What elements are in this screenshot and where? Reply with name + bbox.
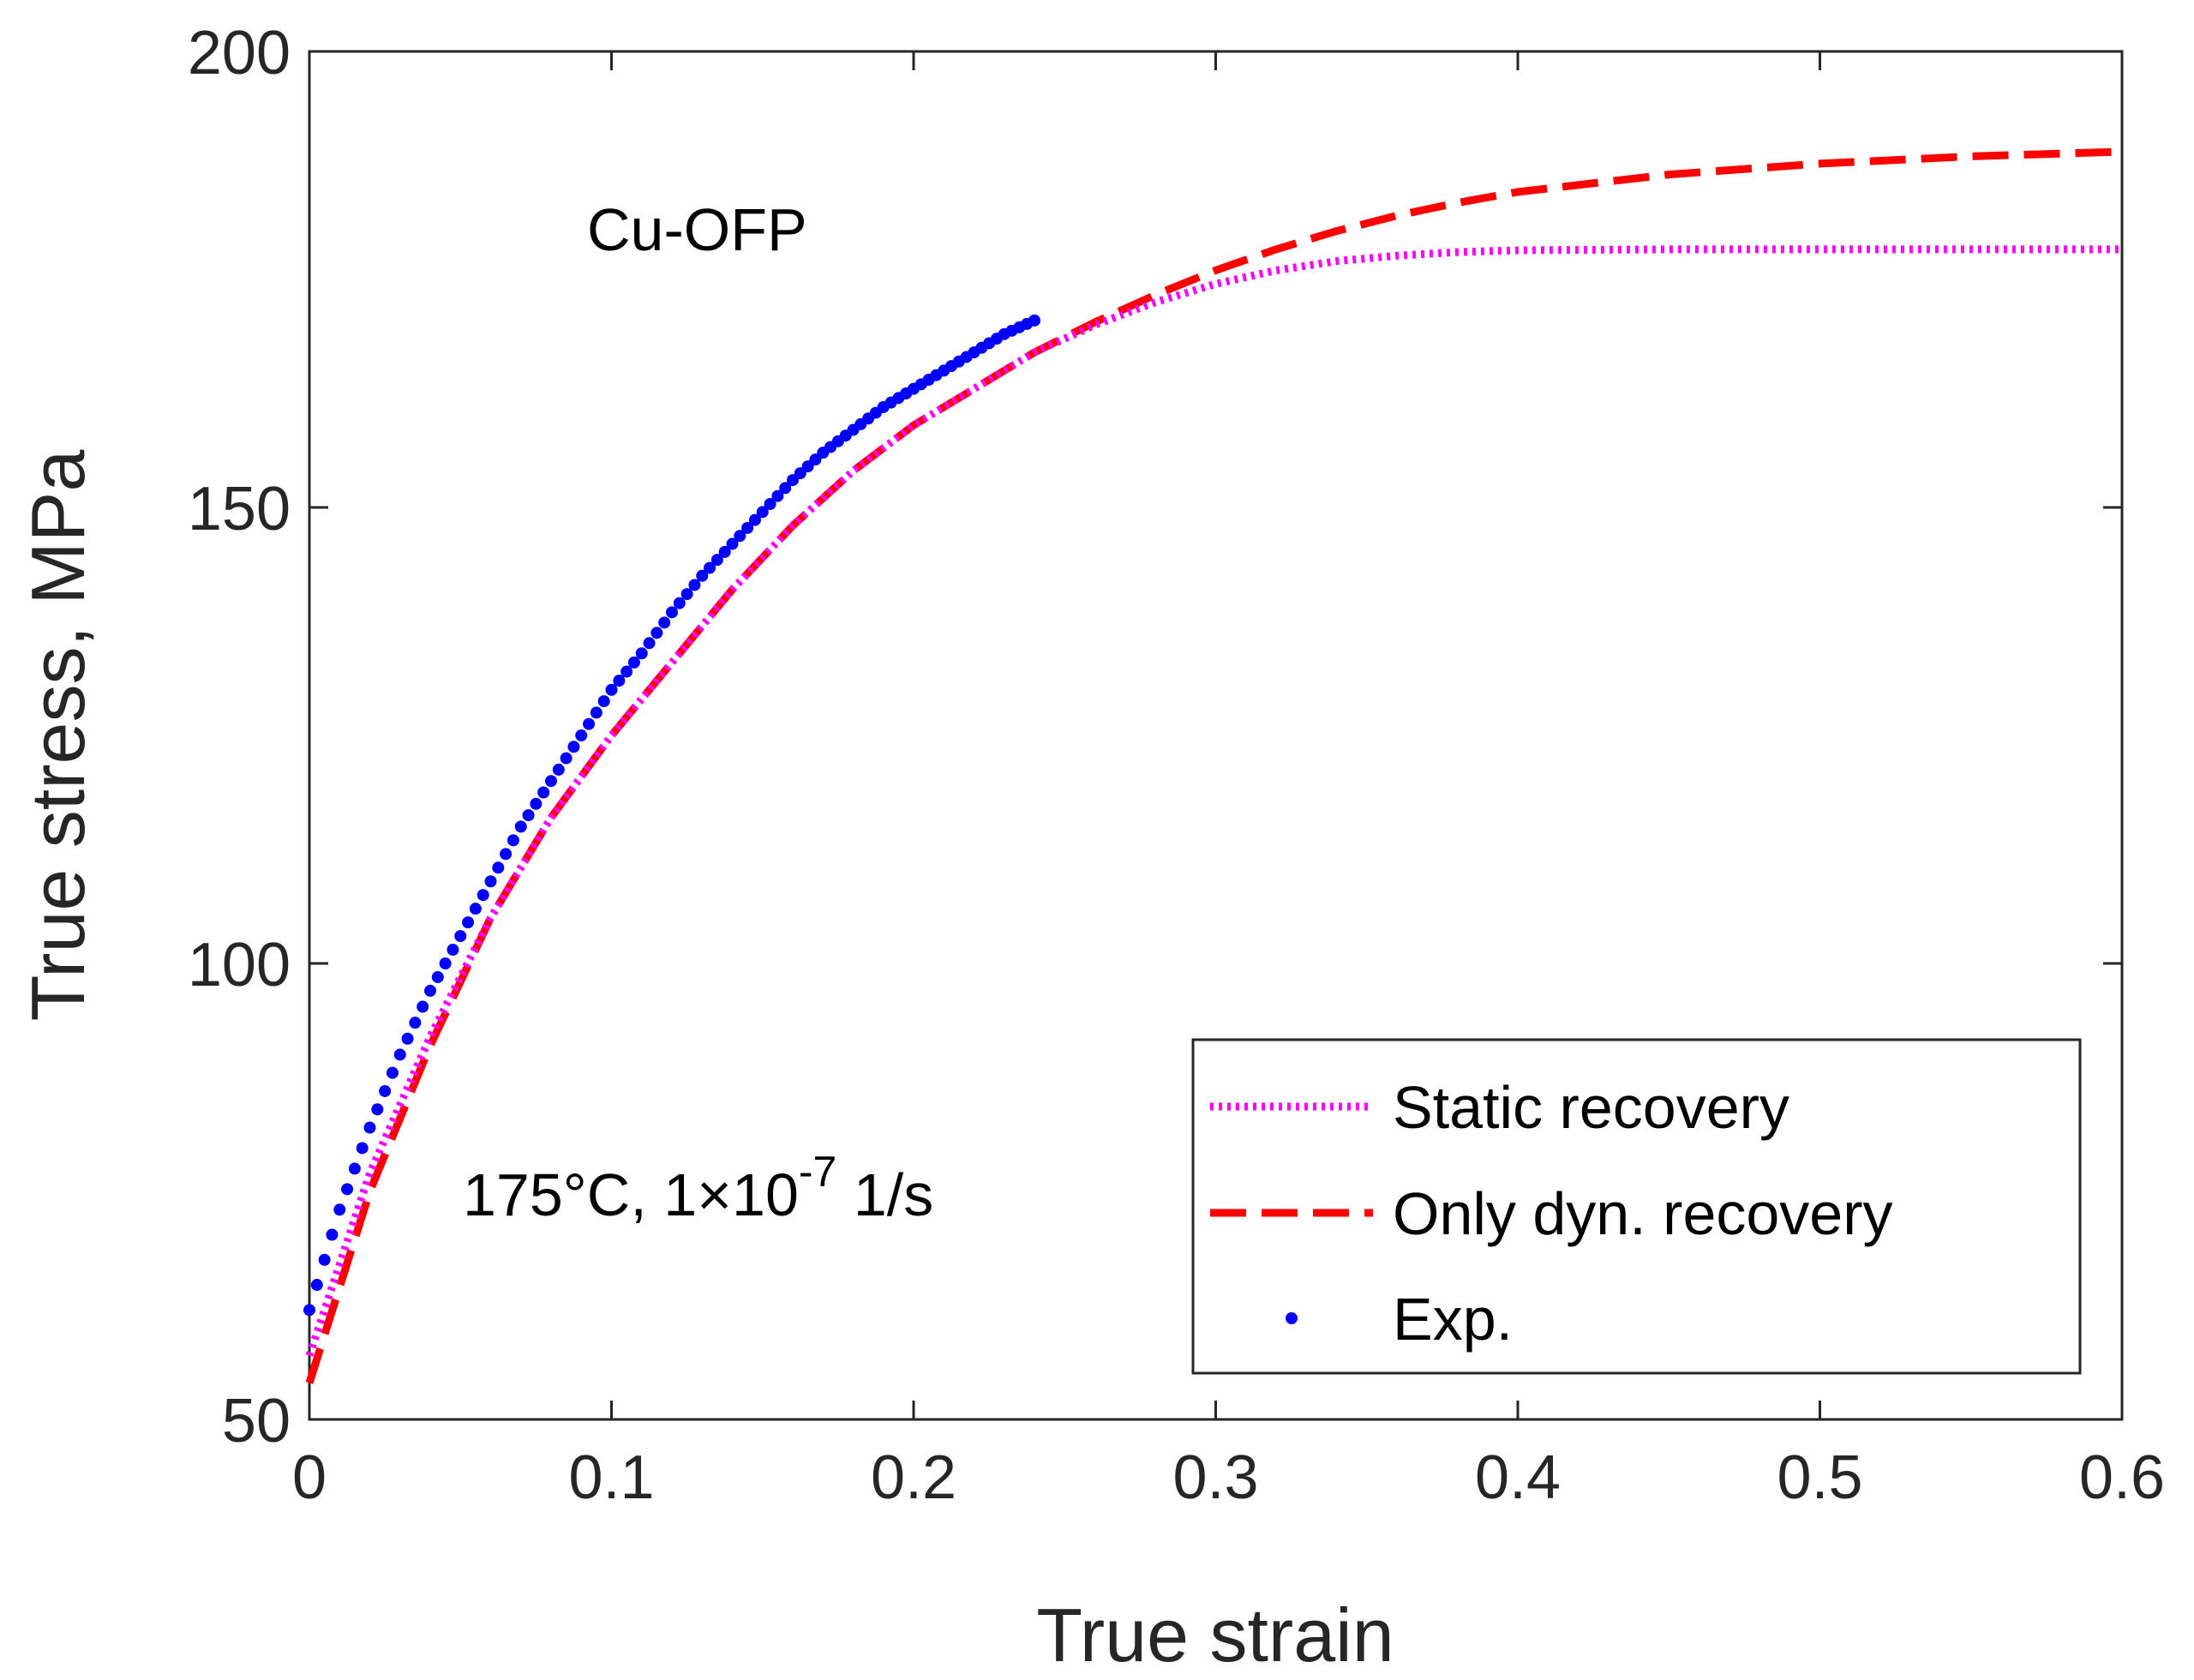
exp-data-point [771, 489, 784, 502]
exp-data-point [424, 984, 436, 997]
x-tick-label: 0.5 [1777, 1443, 1862, 1512]
exp-data-point [680, 588, 693, 601]
exp-data-point [590, 706, 602, 719]
exp-data-point [597, 695, 610, 708]
exp-data-point [371, 1103, 384, 1116]
y-axis-label: True stress, MPa [15, 450, 100, 1022]
exp-data-point [356, 1142, 369, 1155]
exp-data-point [552, 763, 565, 776]
legend: Static recovery Only dyn. recovery Exp. [1191, 1038, 2082, 1375]
y-tick-label: 100 [188, 931, 291, 999]
legend-label-exp: Exp. [1393, 1286, 1513, 1353]
exp-data-point [492, 861, 505, 874]
legend-label-static-recovery: Static recovery [1393, 1074, 1789, 1141]
exp-data-point [658, 616, 671, 629]
series-line-static-recovery [305, 245, 2122, 1357]
exp-data-point [326, 1228, 339, 1241]
exp-data-point [764, 498, 776, 511]
exp-data-point [567, 741, 580, 753]
exp-data-point [605, 683, 618, 696]
exp-data-point [1028, 314, 1040, 327]
exp-data-point [530, 797, 543, 810]
exp-data-point [710, 554, 723, 567]
condition-annotation-main: 175°C, 1×10 [463, 1161, 799, 1228]
exp-data-point [333, 1203, 346, 1216]
condition-annotation-unit: 1/s [836, 1161, 933, 1228]
exp-data-point [310, 1279, 323, 1292]
condition-annotation: 175°C, 1×10-7 1/s [463, 1148, 933, 1228]
exp-data-point [643, 637, 656, 650]
x-tick-label: 0.6 [2079, 1443, 2165, 1512]
exp-data-point [469, 903, 482, 915]
legend-box [1191, 1038, 2082, 1375]
exp-data-point [462, 916, 475, 929]
exp-data-point [454, 930, 467, 943]
exp-data-point [734, 530, 746, 543]
exp-data-point [417, 1000, 429, 1013]
legend-sample-exp [1286, 1312, 1298, 1324]
exp-data-point [718, 545, 731, 558]
exp-data-point [447, 944, 459, 957]
y-tick-label: 200 [188, 19, 291, 87]
exp-data-point [439, 957, 452, 969]
exp-data-point [666, 606, 678, 619]
exp-data-point [363, 1121, 376, 1134]
exp-data-point [537, 786, 550, 799]
exp-data-point [620, 665, 633, 678]
y-tick-label: 150 [188, 475, 291, 543]
exp-data-point [386, 1066, 399, 1079]
exp-data-point [613, 675, 626, 687]
exp-data-point [409, 1017, 422, 1029]
exp-data-point [779, 482, 792, 495]
exp-data-point [393, 1048, 406, 1061]
y-tick-label: 50 [222, 1387, 291, 1455]
exp-data-point [583, 717, 596, 730]
exp-data-point [748, 513, 761, 526]
exp-data-point [575, 729, 588, 741]
exp-data-point [704, 561, 716, 574]
x-tick-label: 0.2 [871, 1443, 956, 1512]
exp-data-point [560, 752, 572, 765]
exp-data-point [514, 820, 527, 833]
exp-data-point [741, 521, 754, 534]
x-tick-label: 0.3 [1172, 1443, 1258, 1512]
exp-data-point [348, 1162, 361, 1175]
x-tick-label: 0 [292, 1443, 327, 1512]
condition-annotation-exponent: -7 [799, 1148, 836, 1196]
exp-data-point [627, 656, 640, 669]
exp-data-point [477, 889, 489, 902]
exp-data-point [650, 627, 663, 639]
exp-data-point [401, 1032, 414, 1045]
exp-data-point [545, 775, 557, 788]
exp-data-point [688, 579, 701, 591]
exp-data-point [726, 537, 739, 550]
exp-data-point [484, 875, 497, 888]
exp-data-point [500, 848, 513, 861]
x-axis-label: True strain [1036, 1593, 1394, 1677]
material-annotation: Cu-OFP [587, 196, 807, 263]
exp-data-point [756, 506, 769, 519]
exp-data-point [318, 1253, 331, 1266]
exp-data-point [341, 1183, 354, 1196]
exp-data-point [673, 597, 686, 609]
legend-label-dyn-recovery: Only dyn. recovery [1393, 1180, 1893, 1247]
exp-data-point [522, 809, 535, 822]
exp-data-point [303, 1304, 315, 1317]
exp-data-point [696, 569, 709, 582]
exp-data-point [635, 647, 648, 660]
exp-data-point [431, 970, 444, 983]
x-tick-label: 0.4 [1475, 1443, 1561, 1512]
exp-data-point [507, 834, 519, 847]
x-tick-label: 0.1 [568, 1443, 654, 1512]
exp-data-point [379, 1084, 392, 1097]
